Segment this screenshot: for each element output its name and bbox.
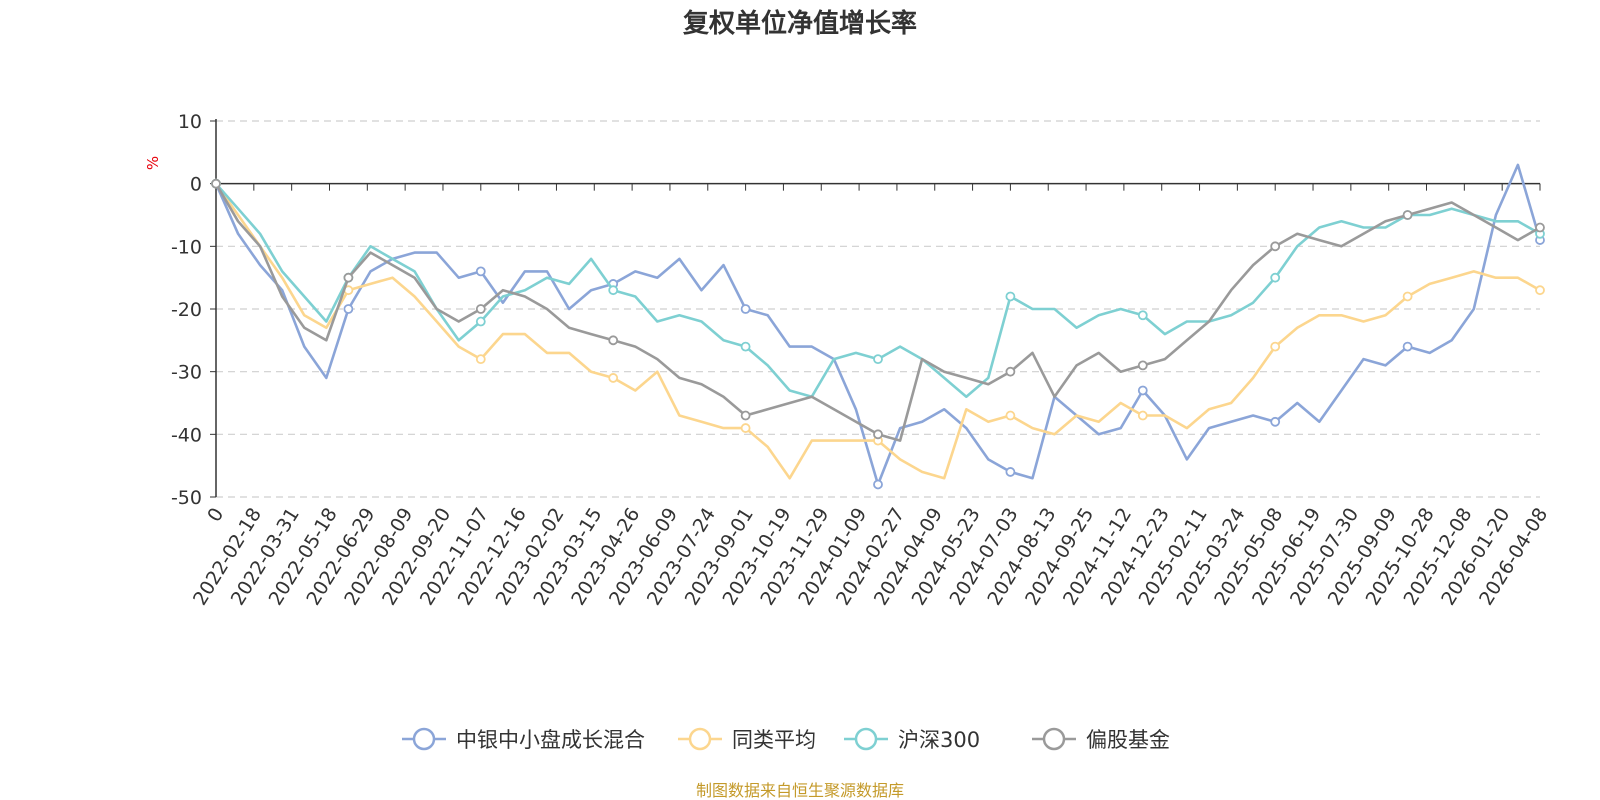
data-point — [1270, 416, 1281, 427]
data-point — [475, 316, 486, 327]
data-point — [1535, 222, 1545, 233]
data-point — [475, 266, 486, 277]
data-point — [740, 423, 751, 433]
data-point — [1270, 241, 1281, 252]
data-point — [1137, 360, 1148, 371]
legend-item-1[interactable]: 同类平均 — [678, 727, 816, 752]
legend[interactable]: 中银中小盘成长混合 同类平均 沪深300 偏股基金 — [402, 727, 1170, 752]
legend-label: 中银中小盘成长混合 — [456, 728, 645, 752]
data-point — [1270, 272, 1281, 283]
data-point — [343, 272, 354, 283]
data-point — [1402, 210, 1413, 220]
y-tick-label: -40 — [171, 424, 202, 446]
data-point — [1137, 385, 1148, 396]
legend-label: 同类平均 — [732, 728, 816, 752]
chart-title: 复权单位净值增长率 — [683, 8, 917, 39]
y-tick-label: -20 — [171, 299, 202, 321]
source-note: 制图数据来自恒生聚源数据库 — [696, 781, 904, 800]
data-point — [873, 429, 883, 440]
data-point — [1535, 285, 1545, 296]
y-axis-unit: % — [144, 156, 162, 170]
y-tick-label: 10 — [178, 111, 202, 133]
legend-marker-icon — [688, 727, 712, 751]
data-point — [1005, 291, 1016, 302]
series-2 — [211, 178, 1545, 399]
y-tick-label: 0 — [190, 174, 202, 196]
legend-item-0[interactable]: 中银中小盘成长混合 — [402, 727, 645, 752]
data-point — [1270, 341, 1281, 352]
legend-label: 偏股基金 — [1086, 728, 1170, 752]
data-point — [873, 479, 883, 490]
legend-marker-icon — [1042, 727, 1066, 751]
data-point — [211, 178, 221, 189]
series-group — [211, 163, 1545, 490]
legend-label: 沪深300 — [898, 728, 980, 752]
x-axis: 02022-02-182022-03-312022-05-182022-06-2… — [189, 182, 1552, 609]
data-point — [608, 335, 619, 346]
data-point — [475, 304, 486, 314]
data-point — [740, 341, 751, 352]
data-point — [740, 304, 751, 314]
y-tick-label: -50 — [171, 487, 202, 509]
data-point — [1005, 366, 1016, 377]
data-point — [608, 373, 619, 383]
legend-item-3[interactable]: 偏股基金 — [1032, 727, 1170, 752]
data-point — [608, 285, 619, 296]
data-point — [343, 304, 354, 314]
legend-marker-icon — [854, 727, 878, 751]
data-point — [1402, 291, 1413, 302]
y-axis: 10 0 -10 -20 -30 -40 -50 — [171, 111, 217, 509]
x-tick-label: 0 — [203, 504, 228, 526]
y-tick-label: -10 — [171, 236, 202, 258]
data-point — [1402, 341, 1413, 352]
legend-marker-icon — [412, 727, 436, 751]
series-3 — [211, 178, 1545, 442]
legend-item-2[interactable]: 沪深300 — [844, 727, 980, 752]
data-point — [740, 410, 751, 421]
series-line — [215, 182, 1541, 399]
data-point — [1137, 410, 1148, 421]
data-point — [1137, 310, 1148, 321]
data-point — [873, 354, 883, 365]
data-point — [1005, 467, 1016, 477]
y-tick-label: -30 — [171, 362, 202, 384]
data-point — [1005, 410, 1016, 421]
data-point — [475, 354, 486, 365]
